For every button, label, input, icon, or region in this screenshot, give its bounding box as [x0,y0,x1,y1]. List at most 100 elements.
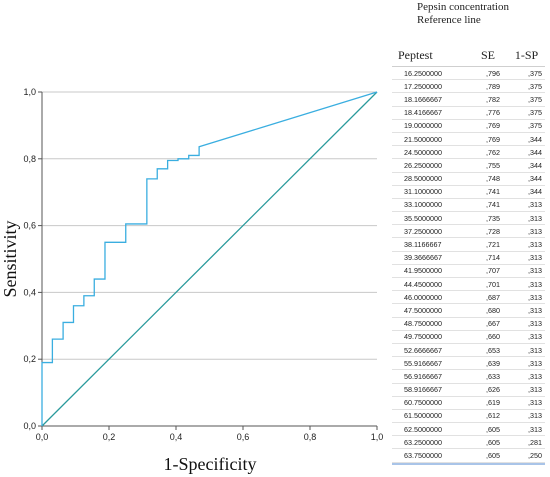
y-axis-label: Sensitivity [0,220,20,297]
cell-se: ,667 [486,319,500,329]
cell-1sp: ,375 [528,121,542,131]
table-row: 62.5000000 ,605 ,313 [392,423,545,437]
cell-se: ,619 [486,398,500,408]
cell-se: ,748 [486,174,500,184]
cell-se: ,660 [486,332,500,342]
cell-1sp: ,313 [528,345,542,355]
cell-1sp: ,313 [528,319,542,329]
table-row: 39.3666667 ,714 ,313 [392,252,545,265]
cell-se: ,796 [486,68,500,78]
cell-se: ,755 [486,160,500,170]
cell-peptest: 38.1166667 [404,240,442,250]
cell-1sp: ,344 [528,174,542,184]
table-body: 16.2500000 ,796 ,375 17.2500000 ,789 ,375 18.1… [392,67,545,463]
cell-peptest: 41.9500000 [404,266,442,276]
table-row: 18.4166667 ,776 ,375 [392,107,545,120]
cell-se: ,776 [486,108,500,118]
table-row: 28.5000000 ,748 ,344 [392,173,545,186]
cell-1sp: ,313 [528,358,542,368]
cell-peptest: 47.5000000 [404,305,442,315]
header-se: SE [480,48,495,62]
table-header: Peptest SE 1-SP [392,46,545,67]
cell-1sp: ,313 [528,385,542,395]
cell-1sp: ,344 [528,160,542,170]
cell-peptest: 33.1000000 [404,200,442,210]
cell-se: ,653 [486,345,500,355]
x-tick-label: 0,4 [170,432,183,442]
y-tick-label: 0,8 [23,154,36,164]
cell-peptest: 48.7500000 [404,319,442,329]
cell-1sp: ,250 [528,451,542,461]
cell-peptest: 16.2500000 [404,68,442,78]
x-tick-label: 0,6 [237,432,250,442]
cell-peptest: 52.6666667 [404,345,442,355]
cell-1sp: ,375 [528,94,542,104]
cell-peptest: 63.7500000 [404,451,442,461]
y-tick-label: 0,6 [23,221,36,231]
table-row: 63.2500000 ,605 ,281 [392,436,545,450]
cell-1sp: ,313 [528,226,542,236]
cell-peptest: 35.5000000 [404,213,442,223]
cell-1sp: ,313 [528,332,542,342]
table-bottom-border [392,462,545,465]
cell-se: ,626 [486,385,500,395]
cell-peptest: 39.3666667 [404,253,442,263]
table-row: 48.7500000 ,667 ,313 [392,318,545,331]
cell-se: ,701 [486,279,500,289]
cell-se: ,728 [486,226,500,236]
cell-peptest: 61.5000000 [404,411,442,421]
cell-peptest: 58.9166667 [404,385,442,395]
x-tick-label: 0,0 [36,432,49,442]
cell-se: ,741 [486,187,500,197]
table-row: 56.9166667 ,633 ,313 [392,370,545,384]
cell-se: ,789 [486,81,500,91]
legend: Pepsin concentration Reference line [417,1,509,27]
cell-1sp: ,313 [528,305,542,315]
table-row: 24.5000000 ,762 ,344 [392,146,545,160]
cell-peptest: 60.7500000 [404,398,442,408]
cell-se: ,741 [486,200,500,210]
cell-1sp: ,313 [528,213,542,223]
cell-1sp: ,344 [528,187,542,197]
cell-peptest: 46.0000000 [404,292,442,302]
cell-peptest: 19.0000000 [404,121,442,131]
cell-peptest: 55.9166667 [404,358,442,368]
series [41,91,378,427]
y-ticks: 0,0 0,2 0,4 0,6 0,8 1,0 [23,87,42,431]
cell-1sp: ,313 [528,200,542,210]
reference-line [41,91,378,427]
cell-peptest: 17.2500000 [404,81,442,91]
table-row: 35.5000000 ,735 ,313 [392,212,545,226]
cell-peptest: 18.4166667 [404,108,442,118]
coordinates-table: Peptest SE 1-SP 16.2500000 ,796 ,375 17.250… [392,46,545,465]
roc-curve-line [41,91,378,426]
cell-se: ,687 [486,292,500,302]
cell-se: ,605 [486,451,500,461]
cell-se: ,782 [486,94,500,104]
legend-item-pepsin: Pepsin concentration [417,1,509,13]
table-row: 26.2500000 ,755 ,344 [392,159,545,173]
cell-se: ,721 [486,240,500,250]
cell-se: ,612 [486,411,500,421]
cell-peptest: 28.5000000 [404,174,442,184]
table-row: 60.7500000 ,619 ,313 [392,397,545,410]
y-tick-label: 0,4 [23,287,36,297]
cell-se: ,735 [486,213,500,223]
x-tick-label: 1,0 [371,432,384,442]
y-tick-label: 1,0 [23,87,36,97]
cell-1sp: ,375 [528,68,542,78]
table-row: 49.7500000 ,660 ,313 [392,331,545,344]
cell-peptest: 18.1666667 [404,94,442,104]
table-row: 55.9166667 ,639 ,313 [392,357,545,371]
cell-se: ,605 [486,437,500,447]
cell-peptest: 21.5000000 [404,134,442,144]
cell-peptest: 24.5000000 [404,147,442,157]
cell-1sp: ,313 [528,266,542,276]
table-row: 52.6666667 ,653 ,313 [392,344,545,358]
gridlines [42,91,377,360]
header-1sp: 1-SP [514,48,539,62]
cell-se: ,680 [486,305,500,315]
cell-peptest: 56.9166667 [404,371,442,381]
legend-item-reference: Reference line [417,14,481,26]
table-row: 31.1000000 ,741 ,344 [392,186,545,199]
